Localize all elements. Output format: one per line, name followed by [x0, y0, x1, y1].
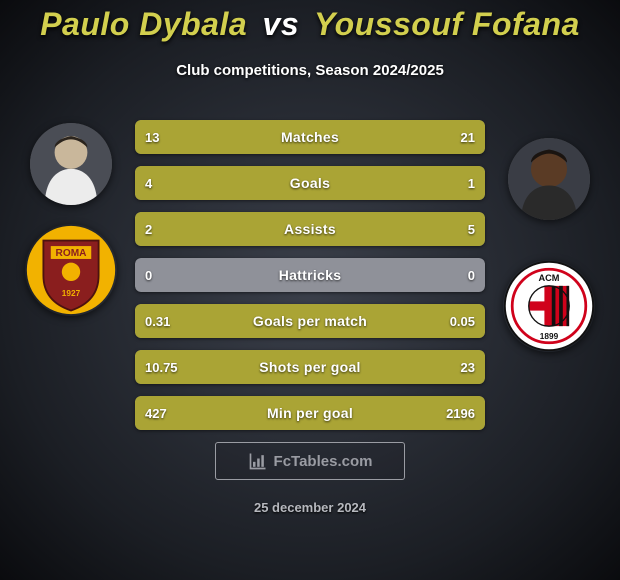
metrics-bars: 1321Matches 41Goals 25Assists 00Hattricks 0.… [135, 120, 485, 442]
metric-label: Hattricks [135, 258, 485, 292]
metric-row: 4272196Min per goal [135, 396, 485, 430]
title-player-right: Youssouf Fofana [314, 6, 580, 42]
title-vs: vs [263, 6, 300, 42]
metric-label: Min per goal [135, 396, 485, 430]
player-left-avatar [30, 123, 112, 205]
svg-text:ACM: ACM [539, 273, 560, 283]
as-roma-crest-icon: ROMA 1927 [25, 224, 117, 316]
svg-text:ROMA: ROMA [56, 248, 88, 259]
person-silhouette-icon [30, 123, 112, 205]
metric-row: 10.7523Shots per goal [135, 350, 485, 384]
ac-milan-crest-icon: ACM 1899 [503, 260, 595, 352]
metric-label: Assists [135, 212, 485, 246]
svg-text:1899: 1899 [540, 332, 559, 341]
metric-label: Matches [135, 120, 485, 154]
chart-icon [248, 451, 268, 471]
club-left-logo: ROMA 1927 [25, 224, 117, 316]
player-right-avatar [508, 138, 590, 220]
metric-row: 0.310.05Goals per match [135, 304, 485, 338]
metric-label: Goals per match [135, 304, 485, 338]
person-silhouette-icon [508, 138, 590, 220]
footer-date: 25 december 2024 [0, 500, 620, 515]
metric-label: Goals [135, 166, 485, 200]
metric-row: 00Hattricks [135, 258, 485, 292]
metric-row: 41Goals [135, 166, 485, 200]
metric-row: 25Assists [135, 212, 485, 246]
club-right-logo: ACM 1899 [503, 260, 595, 352]
metric-label: Shots per goal [135, 350, 485, 384]
footer-brand-text: FcTables.com [274, 453, 373, 470]
comparison-card: Paulo Dybala vs Youssouf Fofana Club com… [0, 0, 620, 580]
title: Paulo Dybala vs Youssouf Fofana [0, 6, 620, 43]
title-player-left: Paulo Dybala [40, 6, 247, 42]
footer-brand-badge: FcTables.com [215, 442, 405, 480]
svg-text:1927: 1927 [62, 289, 81, 298]
metric-row: 1321Matches [135, 120, 485, 154]
subtitle: Club competitions, Season 2024/2025 [0, 62, 620, 79]
